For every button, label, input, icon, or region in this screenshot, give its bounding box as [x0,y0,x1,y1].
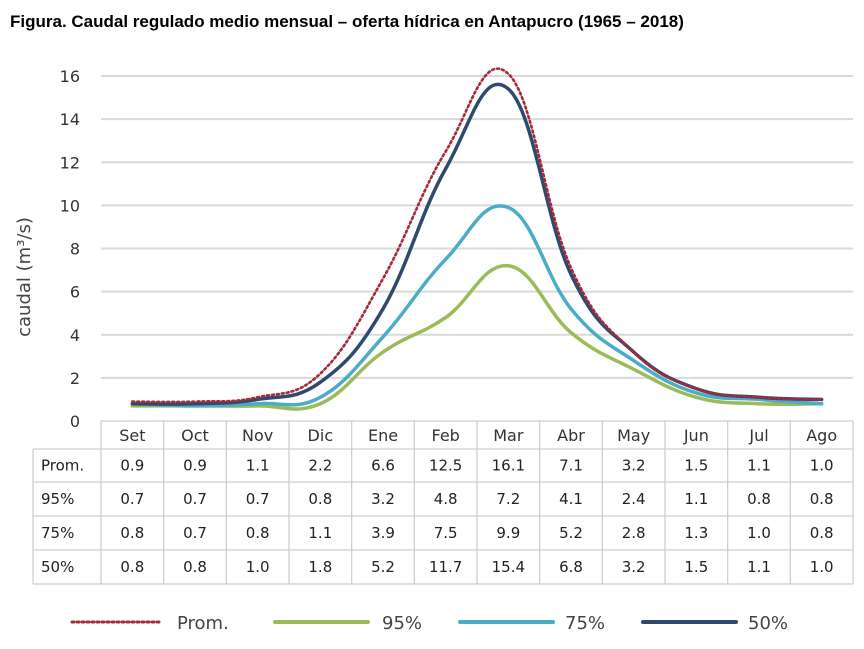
series-line-prom [131,67,823,404]
series-line-95 [130,263,824,411]
y-axis-ticks: 0 2 4 6 8 10 12 14 16 [60,67,80,431]
x-tick-label: Ago [806,426,837,445]
table-cell: 1.0 [810,558,834,576]
x-tick-label: Ene [368,426,398,445]
y-axis-label: caudal (m³/s) [14,217,35,337]
table-cell: 0.7 [120,490,144,508]
table-cell: 1.1 [684,490,708,508]
table-cell: 1.5 [684,558,708,576]
grid-lines [101,75,853,379]
x-tick-label: Feb [432,426,460,445]
table-cell: 1.0 [810,457,834,475]
y-tick-label: 0 [70,412,80,431]
y-tick-label: 4 [70,326,80,345]
table-cell: 0.8 [308,490,332,508]
x-tick-label: Mar [493,426,524,445]
y-tick-label: 14 [60,110,80,129]
table-cell: 2.8 [622,524,646,542]
table-cell: 1.3 [684,524,708,542]
y-tick-label: 6 [70,283,80,302]
data-table: Set Oct Nov Dic Ene Feb Mar Abr May Jun Jul Ago Prom… [32,420,854,585]
table-cell: 4.8 [434,490,458,508]
table-cell: 1.1 [747,558,771,576]
table-cell: 3.2 [371,490,395,508]
y-tick-label: 2 [70,369,80,388]
table-cell: 2.2 [308,457,332,475]
table-cell: 1.0 [246,558,270,576]
legend-label: 75% [565,613,605,634]
table-cell: 5.2 [371,558,395,576]
series-lines [130,67,824,411]
chart-title: Figura. Caudal regulado medio mensual – … [10,12,684,31]
legend-label: 50% [748,613,788,634]
table-cell: 0.9 [120,457,144,475]
table-cell: 0.9 [183,457,207,475]
table-cell: 7.1 [559,457,583,475]
table-cell: 0.7 [183,524,207,542]
table-cell: 7.2 [496,490,520,508]
x-tick-label: Jun [683,426,709,445]
legend: Prom. 95% 75% 50% [70,613,788,634]
y-tick-label: 10 [60,196,80,215]
table-cell: 1.1 [747,457,771,475]
y-tick-label: 12 [60,153,80,172]
table-cell: 11.7 [429,558,462,576]
table-row-label: Prom. [41,457,84,475]
legend-label: 95% [382,613,422,634]
table-cell: 0.8 [246,524,270,542]
table-cell: 15.4 [492,558,525,576]
table-row-label: 75% [41,524,74,542]
table-cell: 0.7 [183,490,207,508]
table-cell: 1.5 [684,457,708,475]
x-tick-label: Abr [557,426,585,445]
table-cell: 1.8 [308,558,332,576]
x-tick-label: Set [119,426,145,445]
table-row-label: 50% [41,558,74,576]
table-cell: 4.1 [559,490,583,508]
x-tick-label: Jul [748,426,768,445]
table-cell: 3.9 [371,524,395,542]
x-tick-label: Nov [242,426,273,445]
x-tick-label: May [617,426,650,445]
table-cell: 1.1 [308,524,332,542]
table-cell: 0.8 [810,490,834,508]
table-cell: 16.1 [492,457,525,475]
table-cell: 0.8 [120,558,144,576]
x-tick-label: Oct [181,426,209,445]
series-line-50 [130,82,824,406]
table-cell: 5.2 [559,524,583,542]
table-cell: 12.5 [429,457,462,475]
table-cell: 0.8 [183,558,207,576]
table-row-label: 95% [41,490,74,508]
legend-label: Prom. [177,613,229,634]
table-cell: 9.9 [496,524,520,542]
table-cell: 1.1 [246,457,270,475]
table-cell: 1.0 [747,524,771,542]
table-cell: 0.8 [810,524,834,542]
y-tick-label: 16 [60,67,80,86]
table-cell: 2.4 [622,490,646,508]
table-cell: 6.6 [371,457,395,475]
table-cell: 7.5 [434,524,458,542]
table-cell: 0.8 [120,524,144,542]
table-cell: 0.8 [747,490,771,508]
table-cell: 3.2 [622,457,646,475]
table-cell: 3.2 [622,558,646,576]
table-cell: 0.7 [246,490,270,508]
series-line-75 [130,204,824,408]
x-tick-label: Dic [308,426,334,445]
y-tick-label: 8 [70,240,80,259]
table-cell: 6.8 [559,558,583,576]
